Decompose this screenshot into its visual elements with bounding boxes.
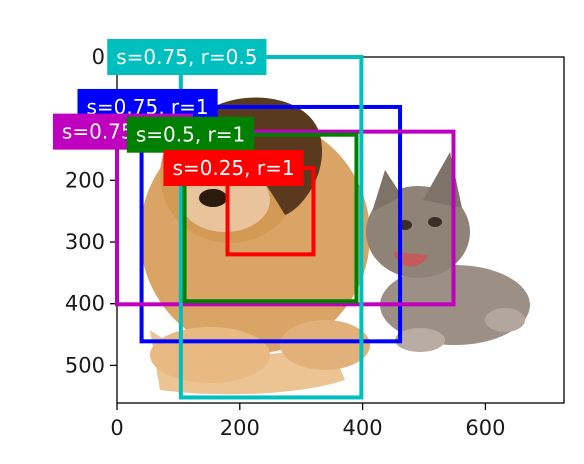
anchor-boxes <box>115 55 456 400</box>
x-tick-label: 400 <box>343 416 383 440</box>
y-tick-label: 500 <box>65 353 105 377</box>
anchor-box <box>115 129 456 307</box>
y-tick-label: 300 <box>65 230 105 254</box>
anchor-box-label: s=0.75, r=0.5 <box>107 39 267 75</box>
y-tick-label: 400 <box>65 292 105 316</box>
axes: 0 200 400 600 0 200 300 400 500 <box>65 45 565 440</box>
anchor-box-label-bg <box>126 116 255 153</box>
anchor-box-label-text: s=0.5, r=1 <box>136 123 245 147</box>
x-tick-label: 200 <box>220 416 260 440</box>
anchor-box-label-text: s=0.25, r=1 <box>172 156 294 180</box>
anchor-box <box>182 132 359 304</box>
anchor-box-label-bg <box>107 39 267 75</box>
anchor-box-label-text: s=0.75, r=0.5 <box>116 45 257 69</box>
anchor-box <box>139 104 403 344</box>
anchor-box <box>178 55 364 400</box>
anchor-box-labels: s=0.75, r=1s=0.75, r=2s=0.75, r=0.5s=0.5… <box>52 39 304 187</box>
anchor-box-label: s=0.25, r=1 <box>163 150 304 187</box>
y-tick-label: 200 <box>65 168 105 192</box>
y-axis-ticks: 0 200 300 400 500 <box>65 45 117 377</box>
x-tick-label: 600 <box>465 416 505 440</box>
x-tick-label: 0 <box>110 416 123 440</box>
anchor-box-label: s=0.5, r=1 <box>126 116 255 153</box>
anchor-box-label-bg <box>163 150 304 187</box>
x-axis-ticks: 0 200 400 600 <box>110 403 505 440</box>
y-tick-label: 0 <box>92 45 105 69</box>
